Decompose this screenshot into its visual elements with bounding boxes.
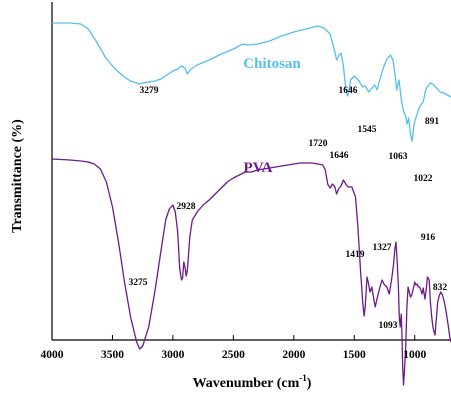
- peak-label: 1063: [389, 152, 408, 162]
- peak-label: 1022: [414, 174, 433, 184]
- peak-label: 1646: [339, 86, 358, 96]
- peak-label: 1720: [309, 139, 328, 149]
- x-tick-label: 1500: [343, 349, 366, 361]
- series-label-chitosan: Chitosan: [243, 56, 301, 72]
- x-tick-label: 2500: [222, 349, 245, 361]
- peak-label: 832: [433, 283, 448, 293]
- x-tick-label: 4000: [41, 349, 64, 361]
- peak-label: 1646: [330, 151, 349, 161]
- peak-label: 1327: [373, 243, 392, 253]
- peak-label: 916: [421, 233, 436, 243]
- peak-label: 2928: [177, 202, 196, 212]
- y-axis-title: Transmittance (%): [10, 119, 25, 233]
- peak-label: 1419: [346, 250, 365, 260]
- x-tick-label: 3500: [101, 349, 124, 361]
- series-label-pva: PVA: [244, 160, 273, 176]
- x-axis-title: Wavenumber (cm-1): [193, 373, 312, 391]
- peak-label: 1545: [358, 125, 377, 135]
- series-layer: [51, 22, 451, 386]
- x-ticks: 4000 3500 3000 2500 2000 1500 1000: [41, 335, 426, 361]
- x-tick-label: 1000: [403, 349, 426, 361]
- peak-label: 3275: [129, 278, 148, 288]
- peak-label: 3279: [140, 86, 159, 96]
- series-line-chitosan: [52, 22, 451, 142]
- x-tick-label: 2000: [282, 349, 305, 361]
- peak-label: 891: [425, 117, 440, 127]
- series-line-pva: [51, 158, 451, 386]
- peak-label: 1093: [379, 321, 398, 331]
- x-tick-label: 3000: [161, 349, 184, 361]
- plot-frame: [51, 2, 451, 341]
